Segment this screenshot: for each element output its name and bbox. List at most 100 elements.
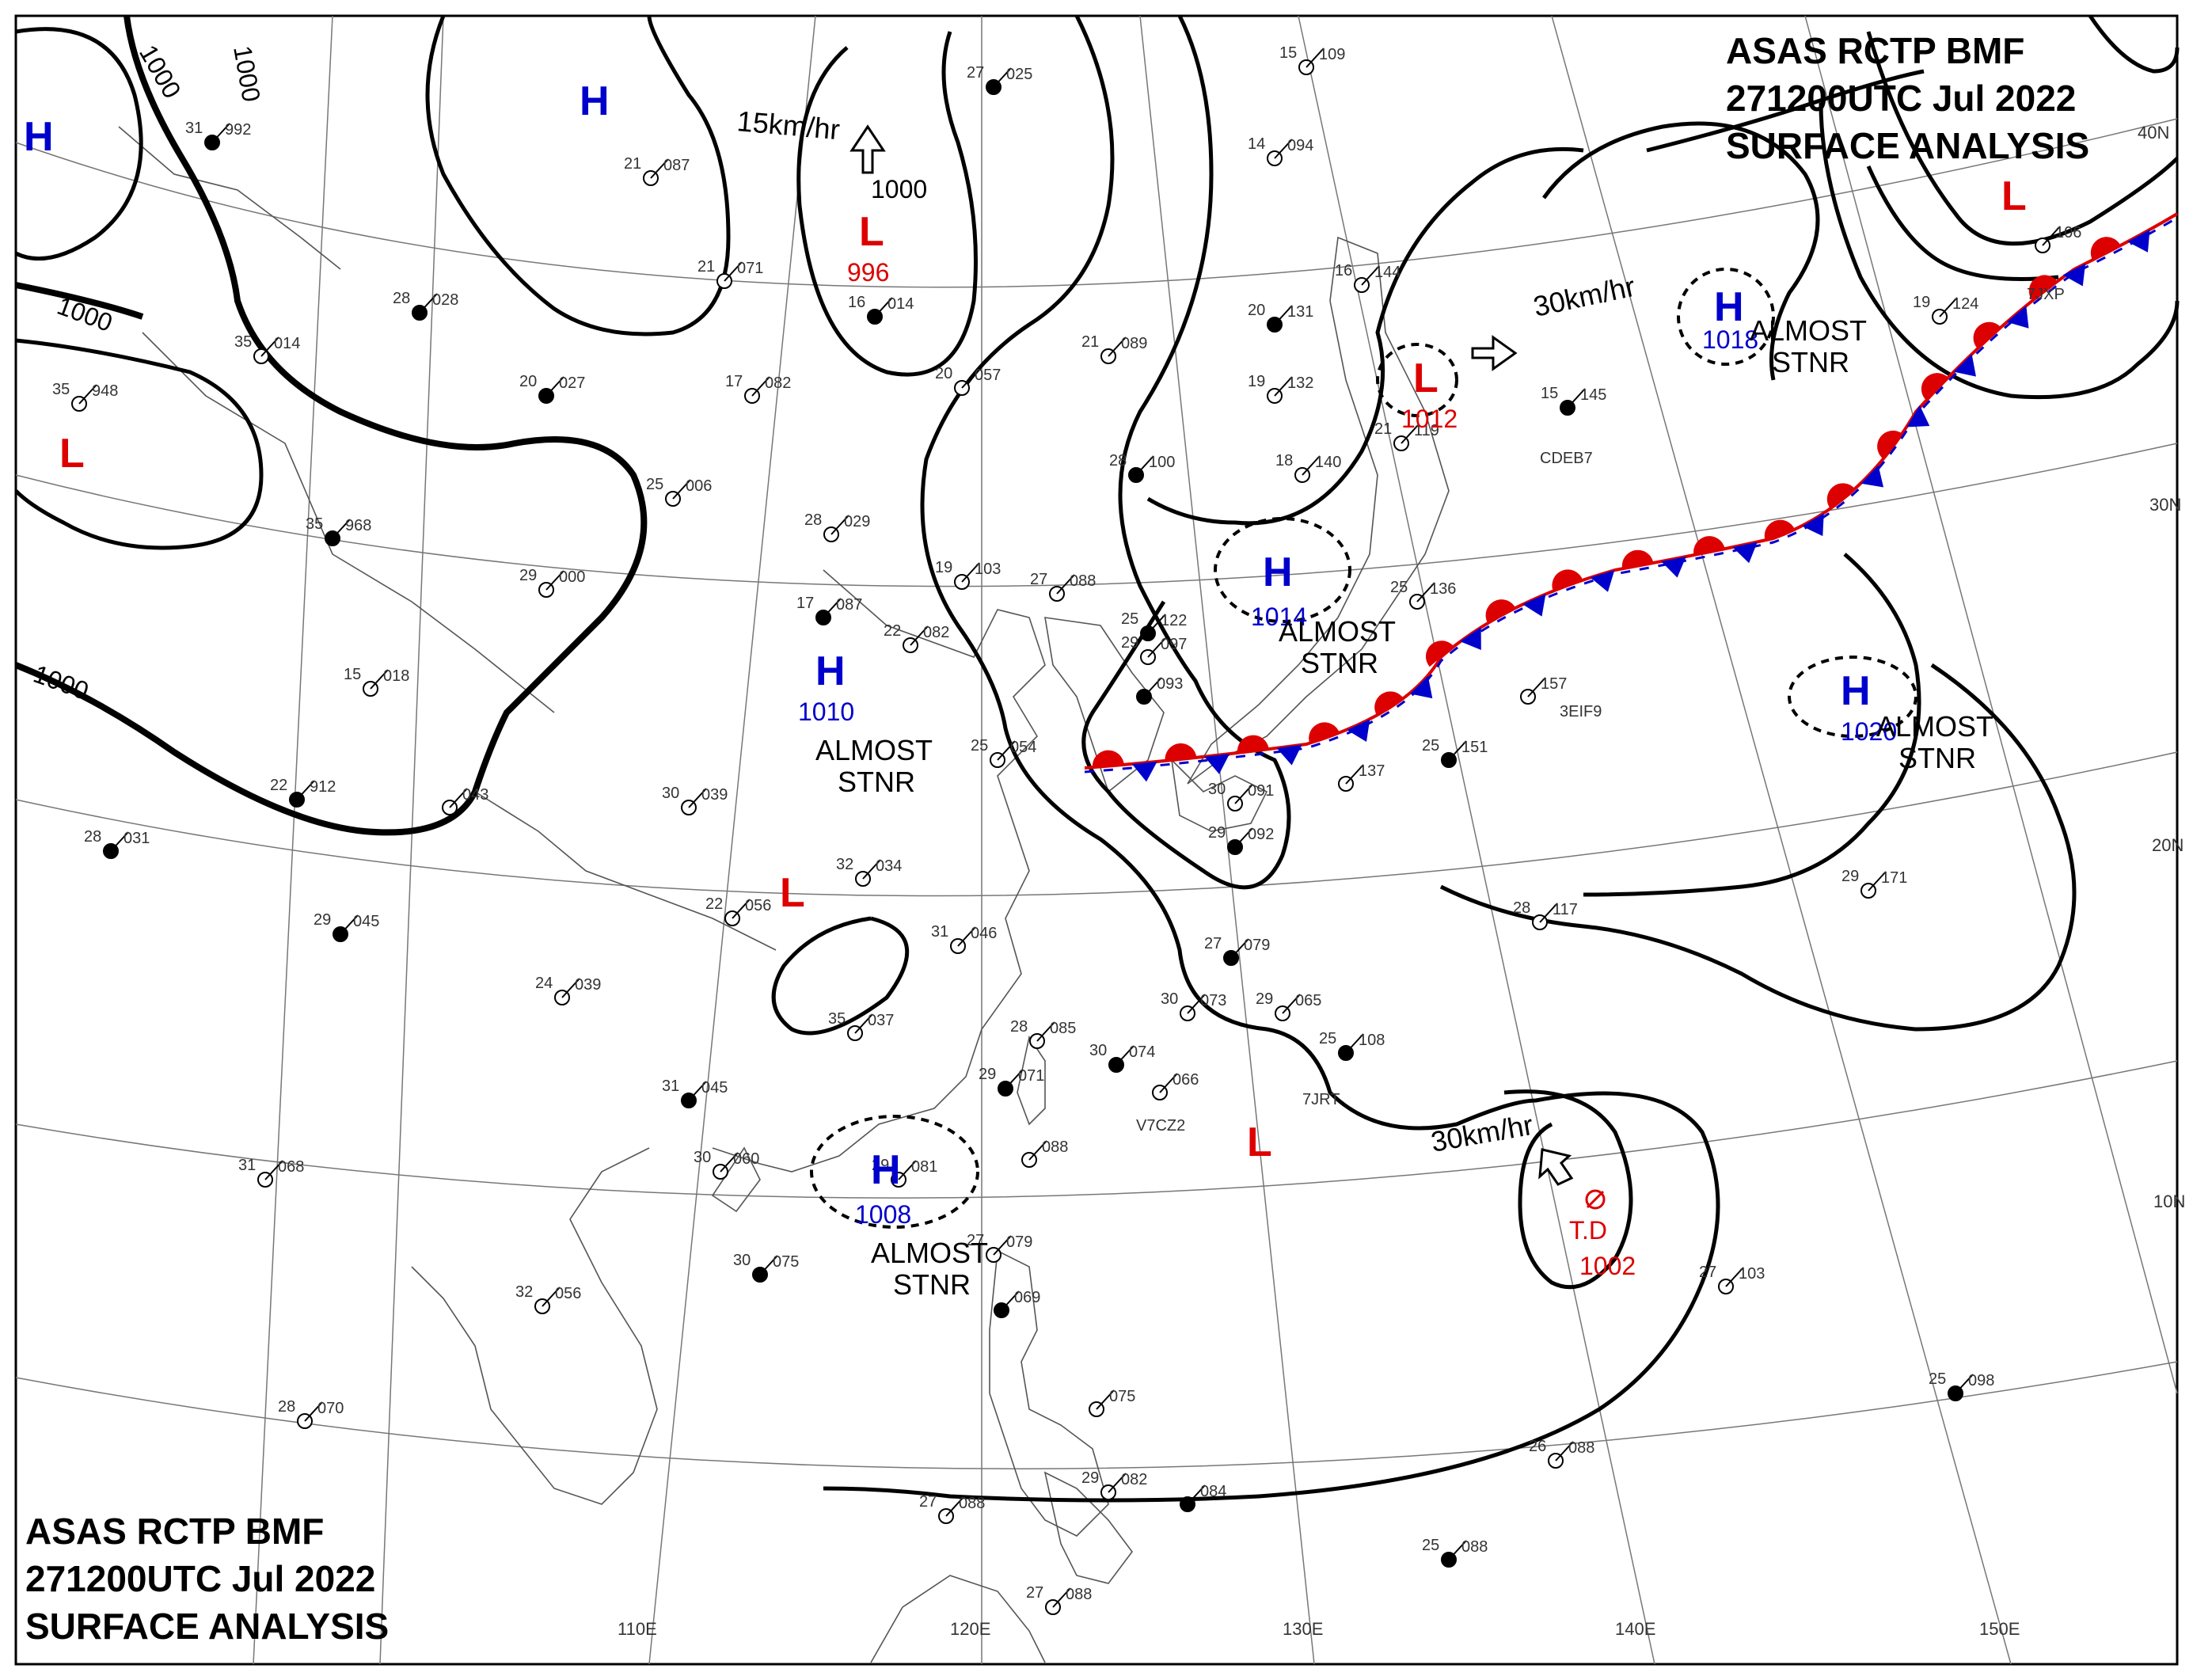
wind-barb xyxy=(945,1496,964,1517)
station-plot: 157 xyxy=(1520,675,1567,705)
station-pressure: 079 xyxy=(1006,1233,1032,1251)
wind-barb xyxy=(957,926,976,947)
warm-front-semicircle xyxy=(1877,430,1902,459)
longitude-label: 140E xyxy=(1615,1619,1655,1639)
wind-barb xyxy=(672,479,691,500)
station-plot: 30 074 xyxy=(1089,1042,1155,1073)
wind-barb xyxy=(1448,740,1467,761)
wind-barb xyxy=(1052,1587,1071,1608)
cold-front-triangle xyxy=(1732,542,1758,564)
station-pressure: 992 xyxy=(225,121,251,139)
station-pressure: 088 xyxy=(1070,572,1096,590)
cold-front-triangle xyxy=(1906,405,1930,428)
station-pressure: 087 xyxy=(836,596,862,614)
wind-barb xyxy=(862,859,881,880)
tropical-depression-icon xyxy=(1585,1189,1606,1210)
warm-front-semicircle xyxy=(1921,373,1948,401)
wind-barb xyxy=(211,123,230,143)
wind-barb xyxy=(340,914,359,935)
station-plot: 18 140 xyxy=(1275,452,1341,483)
station-plot: 19 103 xyxy=(935,559,1001,590)
central-pressure: 1010 xyxy=(798,697,854,726)
latitude-label: 10N xyxy=(2153,1192,2185,1211)
station-plot: 075 xyxy=(1089,1388,1135,1417)
station-temperature: 19 xyxy=(1248,373,1265,390)
station-plot: 088 xyxy=(1021,1138,1068,1168)
station-plot: 31 992 xyxy=(185,120,251,150)
warm-front-semicircle xyxy=(1621,549,1654,569)
station-temperature: 31 xyxy=(185,120,203,137)
station-plot: 29 045 xyxy=(314,911,379,942)
wind-barb xyxy=(720,1152,739,1173)
wind-barb xyxy=(2042,226,2061,246)
station-temperature: 19 xyxy=(1913,294,1930,311)
station-pressure: 014 xyxy=(274,335,300,352)
central-pressure: 1014 xyxy=(1251,602,1307,631)
station-plot: 29 071 xyxy=(979,1066,1044,1097)
wind-barb xyxy=(874,297,893,317)
cold-front-triangle xyxy=(1590,570,1615,592)
station-temperature: 28 xyxy=(1010,1018,1028,1036)
wind-barb xyxy=(1539,903,1558,923)
wind-barb xyxy=(1306,48,1325,68)
low-pressure-center: L xyxy=(780,870,805,916)
station-plot: 19 124 xyxy=(1913,294,1978,325)
low-pressure-center: L xyxy=(2001,173,2027,219)
station-pressure: 071 xyxy=(1018,1067,1044,1085)
station-plot: 30 060 xyxy=(694,1149,759,1180)
station-temperature: 32 xyxy=(515,1283,533,1301)
cold-front-triangle xyxy=(1860,465,1884,488)
wind-barb xyxy=(1116,1045,1135,1066)
station-pressure: 045 xyxy=(353,913,379,930)
station-temperature: 14 xyxy=(1248,135,1265,153)
station-pressure: 136 xyxy=(1430,580,1456,598)
wind-barb xyxy=(961,368,980,389)
high-pressure-center: H xyxy=(1263,549,1293,595)
station-plot: 31 046 xyxy=(931,923,997,954)
station-plot: 25 098 xyxy=(1929,1370,1994,1401)
wind-barb xyxy=(1143,677,1162,697)
station-pressure: 144 xyxy=(1374,264,1401,281)
station-temperature: 16 xyxy=(1335,262,1352,279)
header-top-right-line: ASAS RCTP BMF xyxy=(1726,30,2024,71)
station-pressure: 071 xyxy=(737,260,763,277)
cold-front-triangle xyxy=(2062,263,2086,287)
longitude-label: 130E xyxy=(1283,1619,1323,1639)
central-pressure: 1020 xyxy=(1841,717,1897,746)
warm-front-semicircle xyxy=(1693,536,1725,556)
station-plot: 084 xyxy=(1180,1483,1226,1512)
isobar-label: 1000 xyxy=(871,175,927,203)
station-plot: 27 025 xyxy=(967,64,1032,95)
station-plot: 32 056 xyxy=(515,1283,581,1314)
station-pressure: 087 xyxy=(663,157,690,174)
wind-barb xyxy=(1955,1374,1974,1394)
station-plot: 28 117 xyxy=(1513,899,1578,930)
station-plot: 26 088 xyxy=(1529,1438,1594,1469)
station-pressure: 092 xyxy=(1248,826,1274,843)
station-pressure: 056 xyxy=(555,1285,581,1302)
high-pressure-center: H xyxy=(1714,284,1744,330)
station-plot: 106 xyxy=(2035,224,2081,253)
station-temperature: 27 xyxy=(1699,1264,1716,1281)
coastlines xyxy=(118,126,1450,1663)
warm-front-semicircle xyxy=(2090,237,2121,260)
wind-barb xyxy=(910,625,929,646)
station-temperature: 25 xyxy=(1319,1030,1336,1047)
station-temperature: 30 xyxy=(1208,781,1226,798)
station-pressure: 912 xyxy=(310,778,336,796)
station-pressure: 084 xyxy=(1200,1483,1226,1500)
wind-barb xyxy=(1135,455,1154,476)
map-text: ASAS RCTP BMF 271200UTC Jul 2022 SURFACE A… xyxy=(25,30,2185,1647)
cold-front-triangle xyxy=(1131,761,1157,782)
cold-front-triangle xyxy=(1204,754,1230,774)
station-temperature: 28 xyxy=(393,290,410,307)
stationary-front xyxy=(1084,212,2179,782)
central-pressure: 1002 xyxy=(1579,1252,1636,1280)
station-plot: 14 094 xyxy=(1248,135,1313,166)
warm-front-semicircle xyxy=(1552,569,1583,591)
station-plot: 137 xyxy=(1338,762,1385,792)
station-pressure: 045 xyxy=(701,1079,728,1097)
station-pressure: 068 xyxy=(278,1158,304,1176)
station-plot: 21 071 xyxy=(697,258,763,289)
cold-front-triangle xyxy=(1661,557,1686,578)
